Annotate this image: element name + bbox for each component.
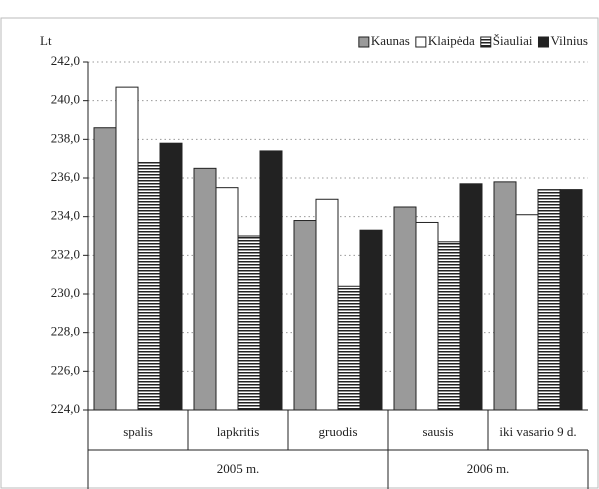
x-tick-label: spalis — [123, 424, 153, 439]
bar — [259, 150, 283, 411]
bar — [437, 241, 461, 411]
y-tick-label: 228,0 — [51, 324, 80, 339]
bar — [537, 189, 561, 411]
bar — [137, 162, 161, 411]
bar — [459, 183, 483, 411]
bar — [293, 220, 317, 411]
bar — [493, 181, 517, 411]
y-axis-label: Lt — [40, 33, 52, 48]
y-tick-label: 242,0 — [51, 53, 80, 68]
bar — [115, 86, 139, 411]
bar — [337, 285, 361, 411]
group-label: 2005 m. — [217, 461, 260, 476]
x-tick-label: lapkritis — [217, 424, 260, 439]
group-label: 2006 m. — [467, 461, 510, 476]
legend-label: Kaunas — [371, 33, 410, 48]
bar — [193, 167, 217, 411]
bar — [315, 198, 339, 411]
legend-swatch — [415, 36, 427, 48]
x-tick-label: sausis — [422, 424, 453, 439]
bar — [159, 142, 183, 411]
bar — [359, 229, 383, 411]
legend-swatch — [537, 36, 549, 48]
y-tick-label: 226,0 — [51, 362, 80, 377]
y-tick-label: 240,0 — [51, 92, 80, 107]
legend-swatch — [358, 36, 370, 48]
bar — [515, 214, 539, 411]
bar — [237, 235, 261, 411]
y-tick-label: 224,0 — [51, 401, 80, 416]
y-tick-label: 238,0 — [51, 130, 80, 145]
x-tick-label: iki vasario 9 d. — [499, 424, 576, 439]
bar — [93, 127, 117, 411]
legend-swatch — [480, 36, 492, 48]
x-tick-label: gruodis — [319, 424, 358, 439]
y-tick-label: 234,0 — [51, 208, 80, 223]
bar — [215, 187, 239, 411]
y-tick-label: 230,0 — [51, 285, 80, 300]
legend-label: Šiauliai — [493, 33, 533, 48]
bar — [415, 221, 439, 411]
legend-label: Klaipėda — [428, 33, 475, 48]
bar — [559, 189, 583, 411]
y-tick-label: 236,0 — [51, 169, 80, 184]
y-tick-label: 232,0 — [51, 246, 80, 261]
legend-label: Vilnius — [550, 33, 588, 48]
bar — [393, 206, 417, 411]
